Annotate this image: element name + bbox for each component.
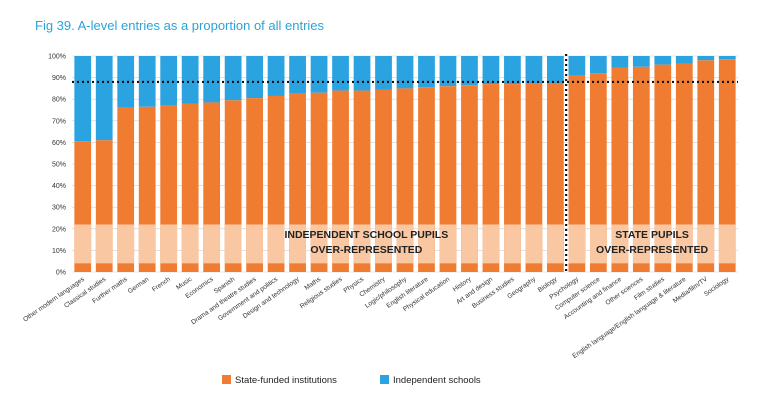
bar-independent-schools[interactable]	[697, 56, 715, 61]
bar-independent-schools[interactable]	[675, 56, 693, 64]
bar-band-overlay	[267, 224, 285, 264]
bar-independent-schools[interactable]	[267, 56, 285, 96]
bar-independent-schools[interactable]	[181, 56, 199, 104]
bar-independent-schools[interactable]	[439, 56, 457, 87]
bar-band-overlay	[396, 224, 414, 264]
y-tick-label: 60%	[52, 140, 66, 147]
bar-state-funded[interactable]	[718, 59, 736, 272]
y-tick-label: 100%	[48, 54, 66, 61]
bar-independent-schools[interactable]	[396, 56, 414, 89]
bar-independent-schools[interactable]	[654, 56, 672, 65]
legend-swatch	[380, 375, 389, 384]
bar-band-overlay	[418, 224, 435, 264]
bar-band-overlay	[224, 224, 242, 264]
legend-label: State-funded institutions	[235, 375, 337, 386]
bar-state-funded[interactable]	[697, 60, 715, 272]
bar-independent-schools[interactable]	[375, 56, 392, 90]
bar-band-overlay	[203, 224, 221, 264]
y-tick-label: 50%	[52, 162, 66, 169]
bar-state-funded[interactable]	[632, 66, 650, 272]
bar-independent-schools[interactable]	[611, 56, 629, 68]
bar-independent-schools[interactable]	[224, 56, 242, 101]
bar-band-overlay	[74, 224, 92, 264]
x-tick-label: German	[127, 276, 151, 296]
y-tick-label: 70%	[52, 118, 66, 125]
bar-independent-schools[interactable]	[547, 56, 564, 83]
bar-band-overlay	[504, 224, 521, 264]
bar-state-funded[interactable]	[654, 64, 672, 272]
bar-independent-schools[interactable]	[95, 56, 113, 141]
bar-independent-schools[interactable]	[589, 56, 607, 74]
bar-band-overlay	[675, 224, 693, 264]
bar-band-overlay	[525, 224, 543, 264]
bar-independent-schools[interactable]	[246, 56, 263, 99]
bar-band-overlay	[589, 224, 607, 264]
bar-band-overlay	[568, 224, 586, 264]
bar-band-overlay	[375, 224, 392, 264]
bar-band-overlay	[95, 224, 113, 264]
bar-independent-schools[interactable]	[418, 56, 435, 88]
bar-independent-schools[interactable]	[332, 56, 349, 91]
bar-independent-schools[interactable]	[568, 56, 586, 76]
bar-band-overlay	[246, 224, 263, 264]
x-tick-label: Sociology	[703, 276, 731, 299]
bar-band-overlay	[181, 224, 199, 264]
x-tick-label: French	[151, 276, 172, 294]
annotation-right: OVER-REPRESENTED	[596, 244, 708, 256]
bar-band-overlay	[353, 224, 371, 264]
bar-independent-schools[interactable]	[482, 56, 500, 85]
bar-band-overlay	[160, 224, 178, 264]
bar-band-overlay	[718, 224, 736, 264]
annotation-left: OVER-REPRESENTED	[310, 244, 422, 256]
annotation-left: INDEPENDENT SCHOOL PUPILS	[284, 229, 448, 241]
bar-band-overlay	[289, 224, 306, 264]
y-tick-label: 20%	[52, 226, 66, 233]
bar-band-overlay	[654, 224, 672, 264]
bar-band-overlay	[611, 224, 629, 264]
bar-band-overlay	[482, 224, 500, 264]
figure-title: Fig 39. A-level entries as a proportion …	[35, 18, 325, 33]
bar-band-overlay	[310, 224, 328, 264]
legend-swatch	[222, 375, 231, 384]
bar-band-overlay	[547, 224, 564, 264]
bar-state-funded[interactable]	[589, 73, 607, 272]
bar-state-funded[interactable]	[568, 75, 586, 272]
bar-independent-schools[interactable]	[461, 56, 478, 86]
bar-independent-schools[interactable]	[74, 56, 92, 142]
bar-independent-schools[interactable]	[310, 56, 328, 93]
bar-band-overlay	[332, 224, 349, 264]
y-tick-label: 10%	[52, 248, 66, 255]
legend-label: Independent schools	[393, 375, 481, 386]
bar-independent-schools[interactable]	[203, 56, 221, 103]
annotation-right: STATE PUPILS	[615, 229, 689, 241]
y-tick-label: 40%	[52, 183, 66, 190]
bar-independent-schools[interactable]	[525, 56, 543, 83]
bar-band-overlay	[117, 224, 135, 264]
bar-independent-schools[interactable]	[353, 56, 371, 91]
bar-band-overlay	[439, 224, 457, 264]
bar-independent-schools[interactable]	[718, 56, 736, 60]
bar-independent-schools[interactable]	[632, 56, 650, 67]
bar-independent-schools[interactable]	[117, 56, 135, 108]
bar-state-funded[interactable]	[611, 67, 629, 272]
y-tick-label: 90%	[52, 75, 66, 82]
y-tick-label: 0%	[56, 270, 66, 277]
y-tick-label: 30%	[52, 205, 66, 212]
bar-band-overlay	[697, 224, 715, 264]
bar-band-overlay	[138, 224, 156, 264]
bar-band-overlay	[632, 224, 650, 264]
bar-state-funded[interactable]	[675, 63, 693, 273]
bar-band-overlay	[461, 224, 478, 264]
y-tick-label: 80%	[52, 97, 66, 104]
bar-independent-schools[interactable]	[504, 56, 521, 85]
bar-independent-schools[interactable]	[289, 56, 306, 94]
